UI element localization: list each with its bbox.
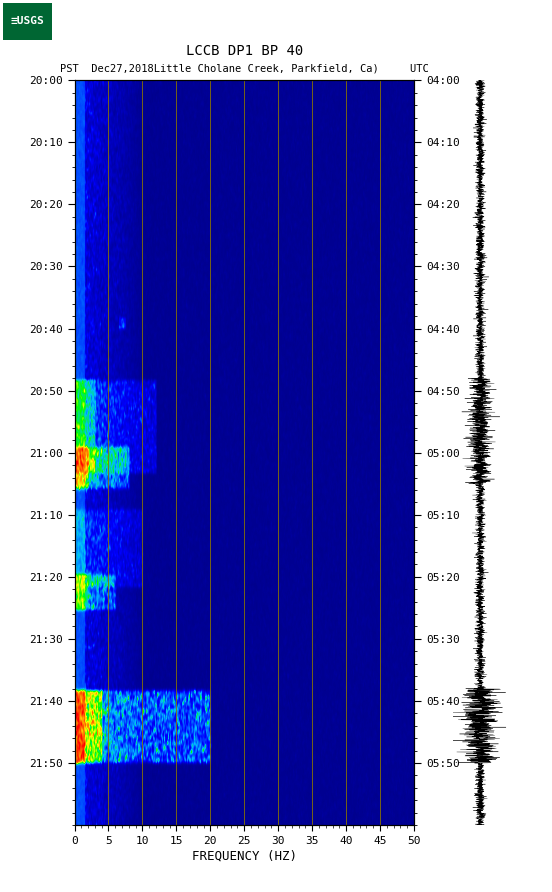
Text: PST  Dec27,2018Little Cholane Creek, Parkfield, Ca)     UTC: PST Dec27,2018Little Cholane Creek, Park…	[60, 63, 429, 73]
X-axis label: FREQUENCY (HZ): FREQUENCY (HZ)	[192, 850, 297, 863]
Text: LCCB DP1 BP 40: LCCB DP1 BP 40	[185, 44, 303, 58]
Text: ≡USGS: ≡USGS	[10, 16, 45, 27]
FancyBboxPatch shape	[3, 3, 52, 40]
